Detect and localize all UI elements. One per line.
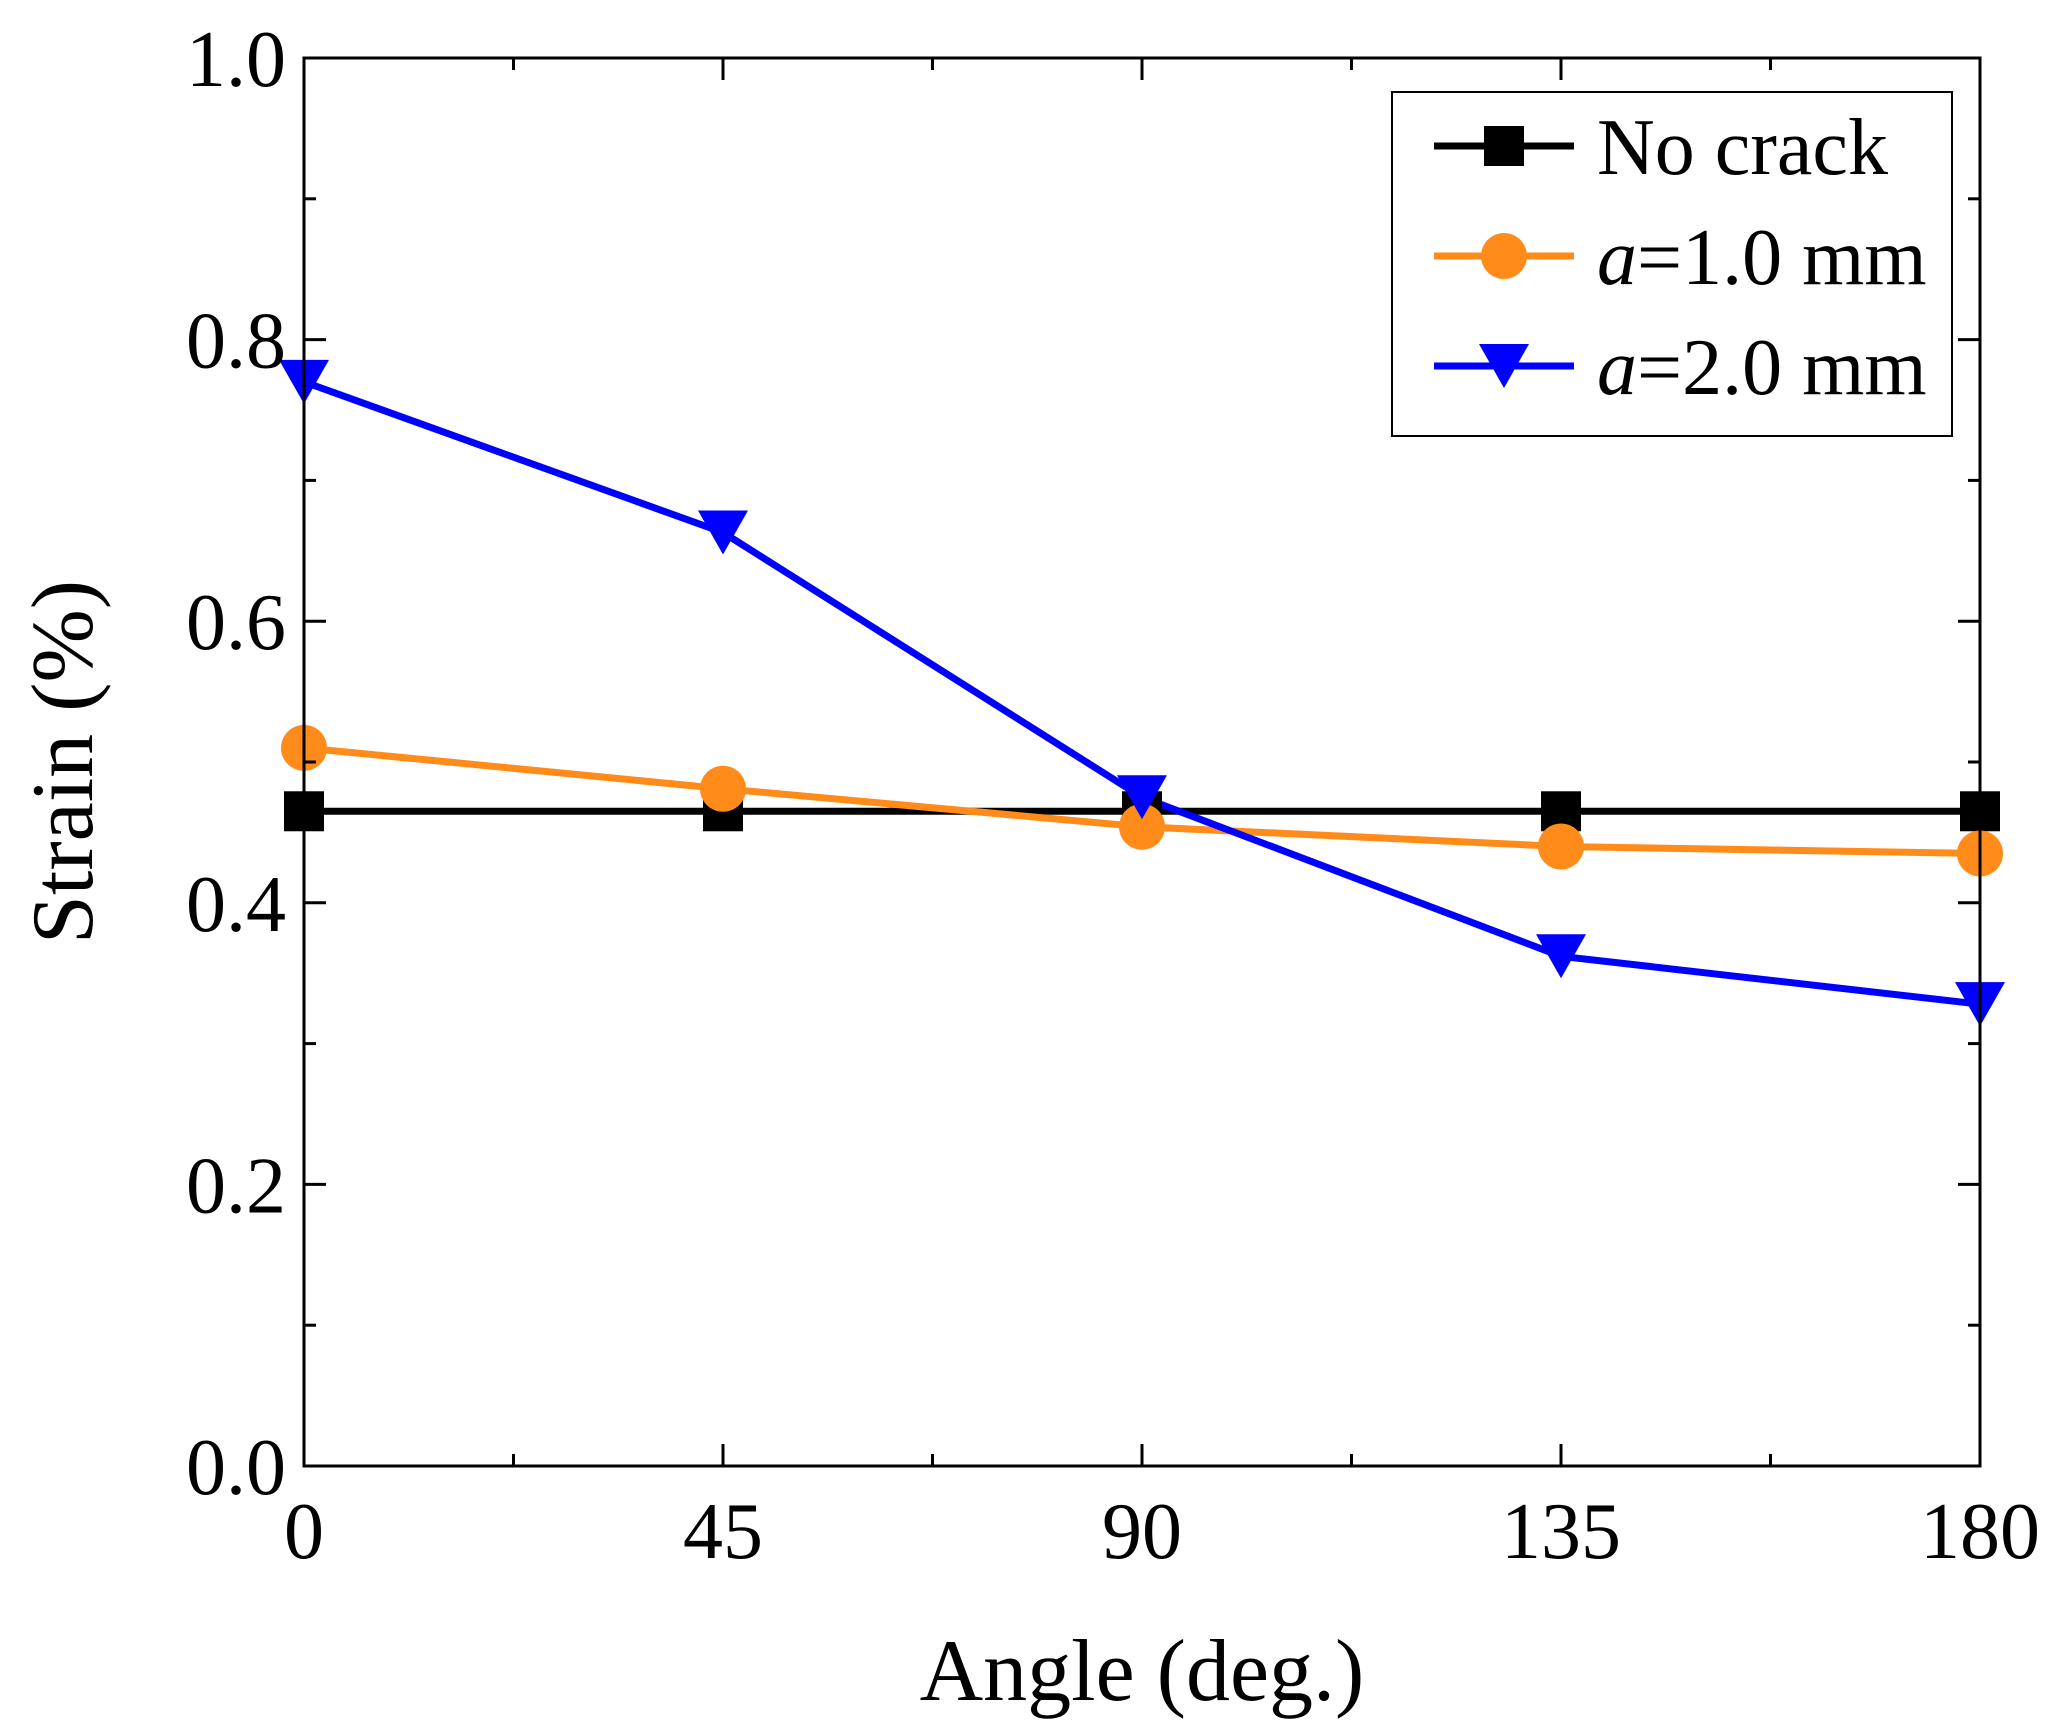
data-point-1-2: [1119, 803, 1165, 850]
series-lines: [302, 378, 1981, 1008]
legend-label: No crack: [1597, 104, 1888, 192]
x-tick-label: 0: [284, 1488, 324, 1576]
x-axis-label: Angle (deg.): [920, 1623, 1365, 1720]
y-tick-label: 0.6: [186, 579, 286, 667]
legend-label: a=1.0 mm: [1597, 214, 1927, 302]
x-tick-label: 135: [1501, 1488, 1621, 1576]
series-line-2: [302, 378, 1981, 1008]
legend-entry-1: a=1.0 mm: [1434, 214, 1927, 302]
x-tick-label: 45: [683, 1488, 763, 1576]
data-point-2-1: [698, 510, 748, 555]
legend-marker: [1484, 126, 1524, 166]
data-point-1-1: [700, 765, 746, 812]
y-tick-label: 1.0: [186, 16, 286, 104]
y-tick-label: 0.8: [186, 298, 286, 386]
x-tick-label: 90: [1102, 1488, 1182, 1576]
data-point-1-3: [1538, 823, 1584, 870]
data-point-2-3: [1536, 934, 1586, 979]
axis-ticks: [302, 56, 1982, 1468]
y-axis-label: Strain (%): [15, 580, 112, 944]
legend-marker: [1479, 344, 1529, 388]
tick-labels: 0 45 90 135 180 0.0 0.2 0.4 0.6 0.8 1.0: [186, 16, 2040, 1576]
y-tick-label: 0.2: [186, 1142, 286, 1230]
legend-marker: [1481, 233, 1527, 279]
x-tick-label: 180: [1920, 1488, 2040, 1576]
legend-entry-0: No crack: [1434, 104, 1888, 192]
series-markers: [279, 359, 2005, 1027]
legend-label: a=2.0 mm: [1597, 324, 1927, 412]
legend-entry-2: a=2.0 mm: [1434, 324, 1927, 412]
y-tick-label: 0.4: [186, 861, 286, 949]
legend: No crack a=1.0 mm a=2.0 mm: [1391, 91, 1953, 437]
data-point-2-2: [1117, 775, 1167, 820]
y-tick-label: 0.0: [186, 1424, 286, 1512]
